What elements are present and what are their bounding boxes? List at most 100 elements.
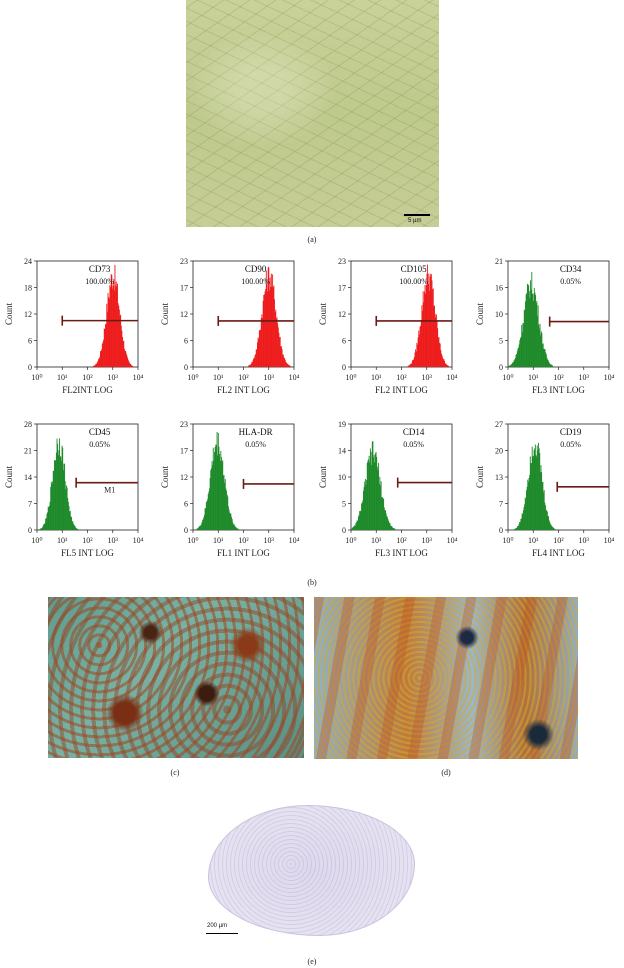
histogram-bar: [251, 362, 253, 367]
x-axis-label: FL3 INT LOG: [532, 385, 585, 395]
histogram-bar: [368, 455, 370, 530]
histogram-bar: [269, 290, 270, 367]
histogram-bar: [522, 323, 524, 367]
histogram-bar: [258, 338, 260, 367]
histogram-bar: [525, 301, 526, 367]
histogram-bar: [528, 285, 530, 367]
histogram-bar: [534, 292, 536, 367]
histogram-bar: [63, 463, 65, 530]
histogram-bar: [532, 456, 534, 530]
histogram-bar: [126, 355, 128, 367]
y-tick-label: 10: [495, 310, 503, 319]
histogram-bar: [441, 353, 442, 367]
histogram-bar: [363, 486, 365, 530]
histogram-bar: [234, 526, 236, 530]
x-tick-label: 10⁴: [289, 536, 300, 545]
histogram-bar: [72, 523, 74, 530]
x-tick-label: 10³: [264, 536, 275, 545]
histogram-bar: [543, 492, 544, 530]
histogram-bar: [517, 526, 519, 530]
panel-label-d: (d): [441, 768, 451, 777]
gate-label: M1: [104, 486, 115, 495]
histogram-bar: [369, 448, 371, 530]
histogram-bar: [376, 466, 378, 530]
histogram-bar: [209, 488, 210, 530]
histogram-bar: [112, 285, 114, 367]
histogram-bar: [409, 364, 411, 367]
histogram-bar: [373, 457, 374, 530]
histogram-bar: [441, 355, 443, 367]
histogram-cd90: 0 6 12 17 23 10⁰ 10¹ 10² 10³ 10⁴ Count FL2 INT LOG C…: [156, 255, 300, 395]
histogram-bar: [250, 364, 251, 367]
histogram-bar: [62, 470, 64, 530]
y-tick-label: 6: [28, 337, 32, 346]
histogram-bar: [286, 363, 288, 367]
histogram-bar: [442, 357, 444, 367]
histogram-bar: [229, 512, 231, 530]
histogram-bar: [517, 348, 519, 367]
histogram-bar: [543, 348, 545, 367]
histogram-bar: [229, 513, 231, 530]
y-axis-label: Count: [475, 303, 485, 326]
histogram-bar: [356, 520, 358, 530]
histogram-bar: [251, 362, 253, 367]
marker-title: CD14: [403, 427, 425, 437]
scale-bar-e-label: 200 µm: [207, 923, 228, 929]
histogram-bar: [374, 462, 376, 530]
histogram-bar: [57, 455, 59, 530]
x-tick-label: 10¹: [528, 536, 539, 545]
histogram-bar: [390, 525, 392, 530]
histogram-bar: [391, 526, 393, 530]
histogram-bar: [532, 456, 534, 530]
histogram-bar: [267, 291, 269, 367]
histogram-bar: [547, 515, 549, 530]
histogram-bar: [516, 527, 518, 530]
histogram-bar: [218, 446, 220, 530]
histogram-bar: [76, 528, 78, 530]
histogram-bar: [50, 481, 52, 530]
histogram-bar: [354, 525, 356, 530]
histogram-bar: [255, 349, 257, 367]
histogram-bar: [521, 331, 523, 367]
histogram-bar: [287, 364, 289, 367]
histogram-bar: [522, 510, 524, 530]
histogram-bar: [356, 522, 357, 530]
histogram-bar: [533, 288, 535, 367]
histogram-bar: [432, 288, 434, 367]
histogram-bar: [354, 525, 356, 530]
x-tick-label: 10⁴: [289, 373, 300, 382]
histogram-bar: [523, 323, 525, 367]
histogram-bar: [196, 528, 198, 530]
marker-percent: 0.05%: [403, 440, 424, 449]
histogram-bar: [45, 518, 47, 530]
y-tick-label: 7: [28, 500, 32, 509]
histogram-bar: [534, 448, 536, 530]
histogram-bar: [282, 354, 284, 367]
histogram-bar: [526, 490, 527, 530]
histogram-bar: [509, 365, 511, 367]
histogram-bar: [113, 290, 115, 367]
histogram-bar: [527, 479, 529, 530]
marker-title: CD105: [401, 264, 428, 274]
histogram-bar: [422, 310, 423, 367]
y-tick-label: 0: [28, 526, 32, 535]
x-tick-label: 10⁴: [604, 373, 615, 382]
histogram-bar: [537, 305, 539, 367]
histogram-bar: [538, 328, 540, 367]
histogram-bar: [538, 448, 540, 530]
histogram-bar: [511, 363, 513, 367]
histogram-bar: [418, 334, 420, 367]
x-tick-label: 10²: [82, 373, 93, 382]
histogram-bar: [541, 333, 543, 367]
histogram-bar: [117, 283, 118, 367]
histogram-bar: [444, 363, 446, 367]
y-tick-label: 17: [180, 284, 188, 293]
histogram-bar: [535, 302, 537, 367]
histogram-bar: [524, 497, 526, 530]
histogram-bar: [371, 441, 373, 530]
histogram-bar: [277, 327, 279, 367]
histogram-bar: [226, 494, 228, 530]
histogram-bar: [47, 506, 49, 530]
histogram-bar: [552, 527, 554, 530]
histogram-bar: [352, 526, 354, 530]
